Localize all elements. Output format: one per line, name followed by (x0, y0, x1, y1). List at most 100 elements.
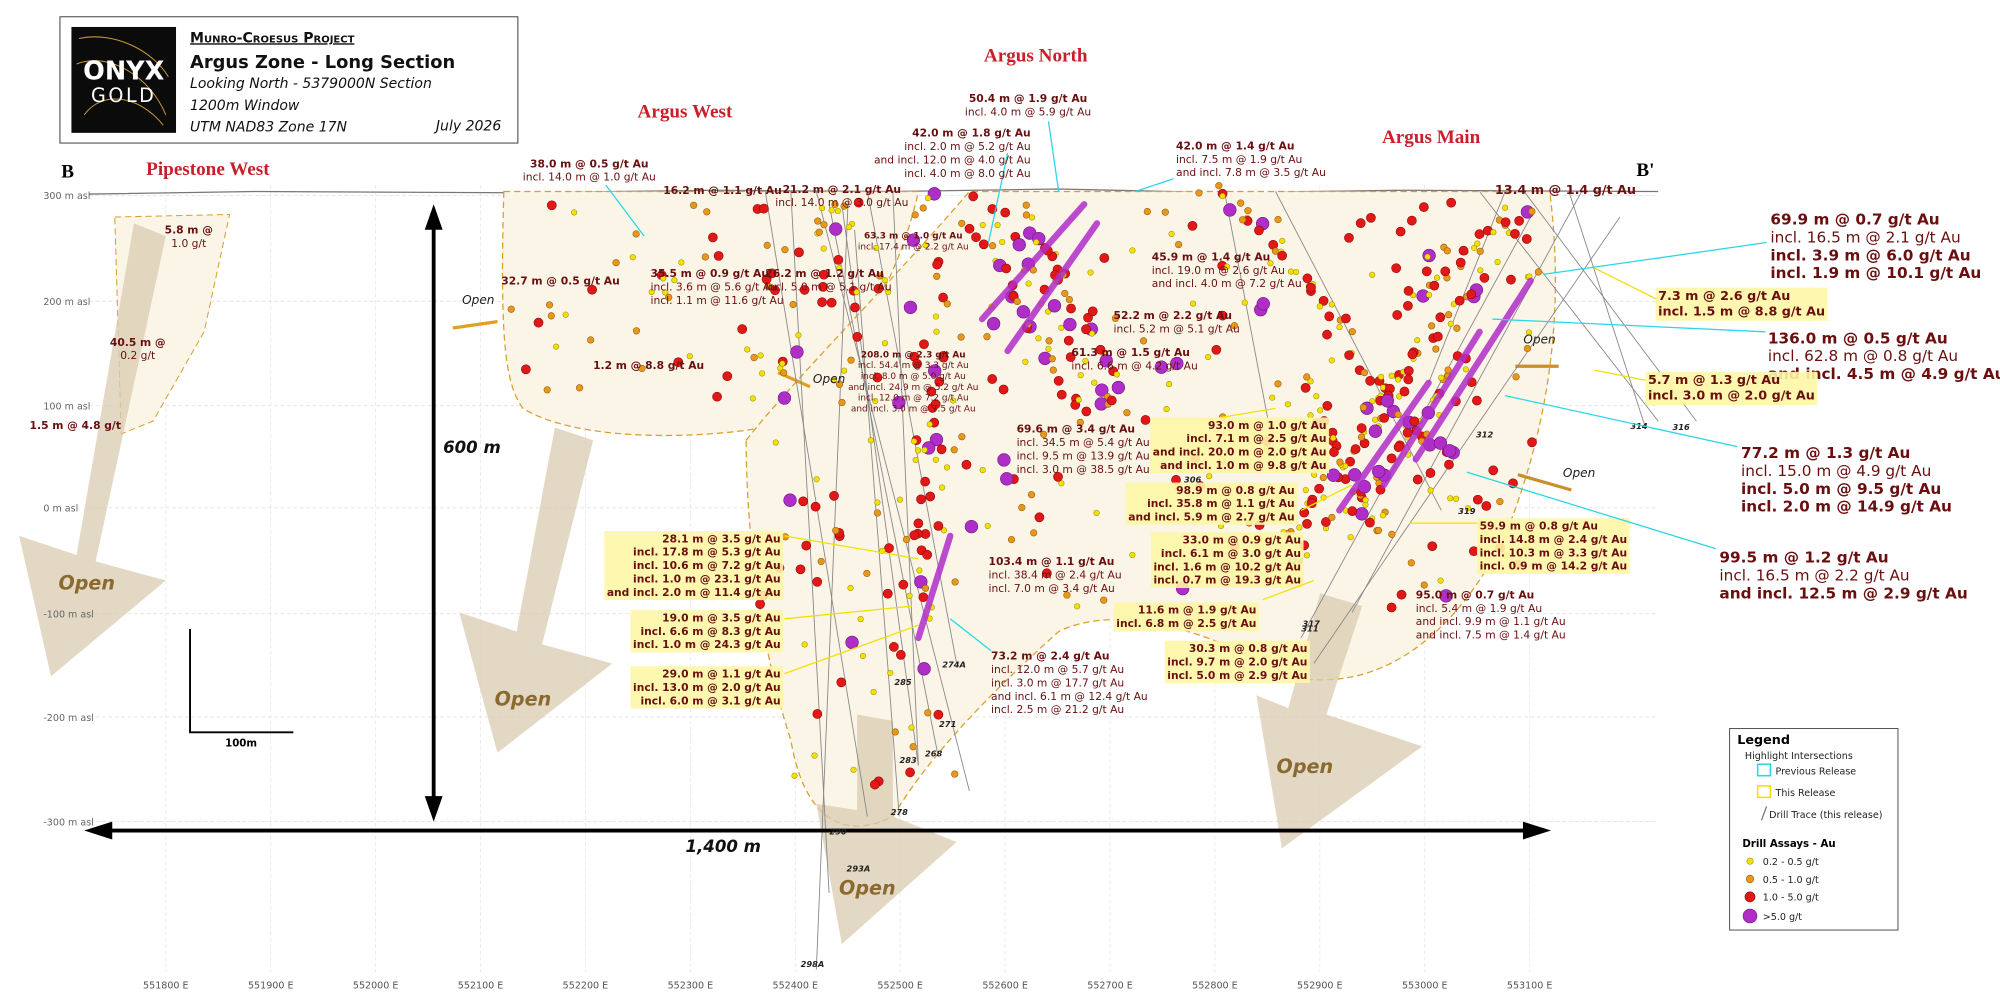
assay-dot (766, 268, 777, 279)
assay-dot (1510, 229, 1520, 239)
assay-dot (913, 518, 924, 529)
assay-dot (943, 300, 951, 308)
assay-dot (1306, 282, 1316, 293)
intersection-line: and incl. 5.9 m @ 2.7 g/t Au (1128, 511, 1294, 524)
assay-dot (1237, 199, 1245, 207)
assay-dot (994, 222, 1001, 229)
drill-trace (1351, 191, 1583, 613)
intersection-line: 26.2 m @ 1.2 g/t Au (765, 267, 883, 280)
assay-dot (1388, 530, 1396, 538)
leader-line (987, 153, 1009, 243)
assay-dot (701, 253, 709, 261)
assay-dot (1360, 369, 1368, 377)
assay-dot (934, 376, 945, 387)
assay-dot (831, 200, 839, 209)
assay-dot (933, 521, 944, 531)
assay-dot (920, 476, 930, 487)
assay-dot (1393, 442, 1404, 452)
assay-dot (820, 221, 828, 229)
intersection-line: and incl. 20.0 m @ 2.0 g/t Au (1153, 446, 1327, 459)
assay-dot (1328, 357, 1335, 364)
assay-dot (850, 766, 857, 773)
assay-dot (1506, 274, 1516, 285)
assay-dot (1455, 257, 1466, 268)
assay-dot (1534, 268, 1542, 276)
intersection-line: 0.2 g/t (120, 349, 155, 362)
intersection-line: incl. 12.0 m @ 7.2 g/t Au (858, 394, 969, 404)
assay-dot (1274, 380, 1282, 388)
leader-line (1594, 267, 1659, 301)
assay-dot (1445, 311, 1453, 319)
assay-dot (1479, 273, 1490, 283)
leader-line (784, 535, 919, 560)
intersection-line: 208.0 m @ 2.3 g/t Au (861, 350, 966, 360)
assay-dot (811, 752, 818, 759)
intersection-line: incl. 5.0 m @ 5.1 g/t Au (765, 280, 891, 293)
leader-line (1300, 484, 1353, 511)
assay-dot (840, 202, 848, 210)
assay-dot (1034, 512, 1045, 523)
intersection-line: 7.3 m @ 2.6 g/t Au (1658, 289, 1790, 304)
legend-swatch (1756, 785, 1772, 799)
assay-dot (1357, 433, 1366, 441)
easting-label: 553100 E (1507, 981, 1553, 992)
assay-dot (1328, 301, 1335, 308)
assay-dot (999, 238, 1006, 246)
assay-dot (841, 367, 848, 374)
assay-dot (1187, 220, 1198, 231)
legend-text: 1.0 - 5.0 g/t (1763, 893, 1819, 904)
assay-dot (1293, 268, 1300, 276)
leader-line (1466, 471, 1716, 550)
assay-dot (703, 208, 711, 216)
assay-dot (971, 232, 981, 243)
assay-dot (671, 277, 678, 284)
intersection-text: 73.2 m @ 2.4 g/t Au incl. 12.0 m @ 5.7 g/… (991, 650, 1148, 717)
assay-dot (1412, 474, 1423, 485)
intersection-line: 63.3 m @ 1.0 g/t Au (864, 232, 963, 242)
assay-dot (744, 346, 751, 353)
assay-dot (1313, 393, 1320, 400)
assay-dot (1267, 260, 1274, 267)
intercept-bar (1336, 379, 1432, 514)
assay-dot (1365, 375, 1375, 386)
assay-dot (987, 374, 998, 384)
assay-dot (1396, 589, 1407, 600)
assay-dot (870, 688, 877, 695)
assay-dot (832, 526, 840, 535)
intersection-line: incl. 0.7 m @ 19.3 g/t Au (1153, 574, 1301, 587)
assay-dot (1300, 382, 1311, 393)
highlight-box (1150, 532, 1304, 589)
assay-dot (1347, 534, 1354, 541)
assay-dot (1319, 474, 1327, 482)
intersection-line: incl. 9.7 m @ 2.0 g/t Au (1167, 655, 1307, 668)
assay-dot (1344, 232, 1354, 243)
intersection: 40.5 m @0.2 g/t (110, 336, 166, 362)
assay-dot (1386, 602, 1397, 613)
assay-dot (1317, 407, 1324, 414)
assay-dot (1344, 350, 1354, 361)
assay-dot (1466, 289, 1477, 300)
assay-dot (817, 557, 825, 565)
intersection: 11.6 m @ 1.9 g/t Au incl. 6.8 m @ 2.5 g/t… (1113, 602, 1259, 632)
intersection-line: 69.6 m @ 3.4 g/t Au (1017, 423, 1135, 436)
assay-dot (1329, 447, 1339, 457)
intersection-text: 29.0 m @ 1.1 g/t Au incl. 13.0 m @ 2.0 g/… (633, 667, 781, 707)
leader-line (605, 184, 645, 237)
intersection-text: 95.0 m @ 0.7 g/t Au incl. 5.4 m @ 1.9 g/t… (1416, 588, 1566, 641)
easting-label: 552500 E (877, 981, 923, 992)
assay-dot (1356, 423, 1367, 433)
section-end: B (61, 161, 74, 182)
intersection-line: 32.7 m @ 0.5 g/t Au (501, 275, 619, 288)
legend: Legend Highlight Intersections Previous … (1729, 727, 1899, 931)
intersection: 45.9 m @ 1.4 g/t Au incl. 19.0 m @ 2.6 g/… (1152, 250, 1302, 290)
assay-dot (1439, 589, 1453, 603)
intersection: 7.3 m @ 2.6 g/t Au incl. 1.5 m @ 8.8 g/t … (1655, 287, 1828, 321)
elevation-label: -100 m asl (43, 610, 94, 621)
assay-dot (919, 204, 927, 212)
assay-dot (1022, 211, 1030, 219)
intersection-line: and incl. 4.5 m @ 4.9 g/t Au (1768, 365, 2000, 383)
intersection-line: incl. 16.5 m @ 2.1 g/t Au (1770, 229, 1960, 247)
intersection-text: 38.0 m @ 0.5 g/t Au incl. 14.0 m @ 1.0 g/… (523, 157, 656, 183)
assay-dot (632, 327, 641, 335)
drill-trace (854, 229, 900, 817)
